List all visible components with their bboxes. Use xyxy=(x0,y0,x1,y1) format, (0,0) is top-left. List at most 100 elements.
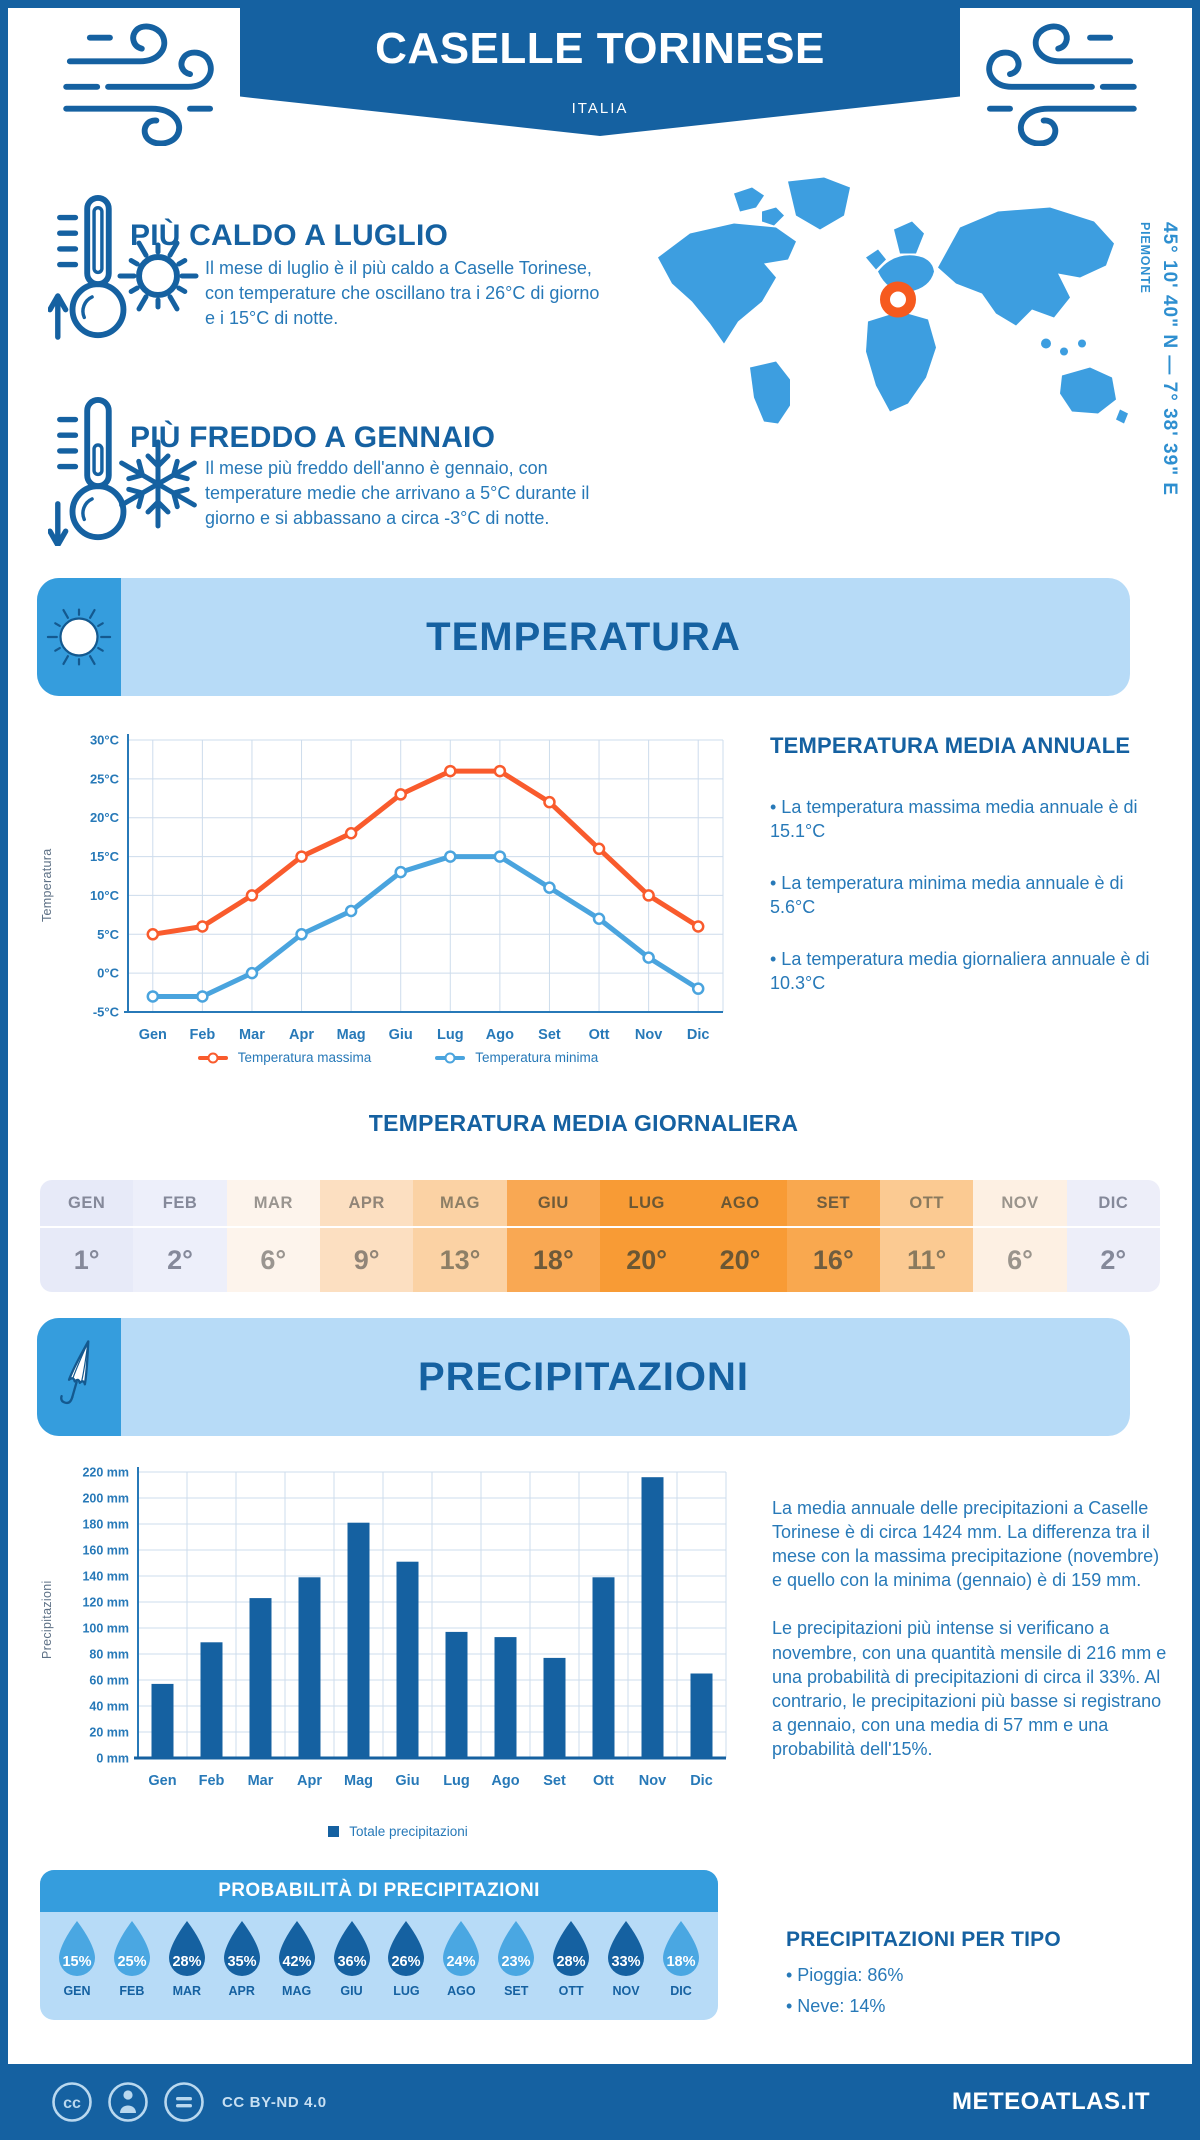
droplet-month-label: GEN xyxy=(63,1984,91,1998)
daily-average-title: TEMPERATURA MEDIA GIORNALIERA xyxy=(368,1110,799,1136)
month-label: GEN xyxy=(40,1180,134,1228)
droplet-month-label: NOV xyxy=(612,1984,640,1998)
temperature-line-chart: -5°C 0°C 5°C 10°C 15°C 20°C 25°C 30°C Gen Feb Mar A… xyxy=(90,733,724,1043)
legend-label: Temperatura minima xyxy=(475,1050,599,1065)
temperature-section-title: TEMPERATURA xyxy=(426,614,741,659)
droplet-icon: 26% xyxy=(388,1921,425,1976)
svg-text:Dic: Dic xyxy=(690,1773,713,1789)
droplet-icon: 36% xyxy=(333,1921,370,1976)
month-cell: APR 9° xyxy=(320,1180,414,1292)
svg-text:Gen: Gen xyxy=(139,1027,167,1043)
droplet-icon: 33% xyxy=(608,1921,645,1976)
legend-swatch xyxy=(328,1826,340,1837)
svg-text:30°C: 30°C xyxy=(90,733,120,748)
by-type-bullet: • Neve: 14% xyxy=(786,1996,886,2016)
precipitation-bar-chart: 0 mm 20 mm 40 mm 60 mm 80 mm 100 mm 120 mm 140 … xyxy=(82,1466,727,1789)
month-cell: SET 16° xyxy=(786,1180,880,1292)
svg-text:100 mm: 100 mm xyxy=(82,1622,129,1636)
region-label: PIEMONTE xyxy=(1138,222,1152,294)
month-label: SET xyxy=(786,1180,880,1228)
droplet-icon: 18% xyxy=(662,1921,699,1976)
month-cell: AGO 20° xyxy=(693,1180,787,1292)
svg-text:Lug: Lug xyxy=(443,1773,470,1789)
month-value: 20° xyxy=(719,1244,761,1275)
month-cell: OTT 11° xyxy=(880,1180,974,1292)
month-value: 11° xyxy=(906,1244,947,1275)
svg-text:18%: 18% xyxy=(666,1954,695,1970)
svg-text:Giu: Giu xyxy=(389,1027,413,1043)
probability-droplet: 28% OTT xyxy=(546,1920,596,1998)
droplet-icon: 28% xyxy=(553,1921,590,1976)
month-label: FEB xyxy=(133,1180,227,1228)
month-value: 20° xyxy=(626,1244,668,1275)
probability-droplet: 24% AGO xyxy=(436,1920,486,1998)
month-cell: LUG 20° xyxy=(600,1180,694,1292)
svg-text:120 mm: 120 mm xyxy=(82,1596,129,1610)
svg-text:Set: Set xyxy=(538,1027,561,1043)
precipitation-description: La media annuale delle precipitazioni a … xyxy=(772,1496,1172,1785)
license-label: CC BY-ND 4.0 xyxy=(222,2093,327,2111)
page-title: CASELLE TORINESE xyxy=(375,24,825,73)
svg-text:180 mm: 180 mm xyxy=(82,1518,129,1532)
droplet-month-label: OTT xyxy=(558,1984,584,1998)
svg-text:Gen: Gen xyxy=(148,1773,176,1789)
wind-icon xyxy=(986,23,1137,146)
svg-text:23%: 23% xyxy=(502,1954,531,1970)
thermometer-down-icon xyxy=(48,396,127,546)
svg-text:Mag: Mag xyxy=(344,1773,373,1789)
probability-droplet: 35% APR xyxy=(217,1920,267,1998)
month-label: LUG xyxy=(600,1180,694,1228)
precipitation-section-title: PRECIPITAZIONI xyxy=(417,1354,750,1399)
legend-item: Temperatura minima xyxy=(435,1050,598,1065)
annual-bullet: • La temperatura media giornaliera annua… xyxy=(770,948,1150,994)
month-label: MAR xyxy=(226,1180,320,1228)
warmest-month-title: PIÙ CALDO A LUGLIO xyxy=(130,218,449,252)
svg-text:Lug: Lug xyxy=(437,1027,464,1043)
droplet-month-label: APR xyxy=(228,1984,255,1998)
svg-text:200 mm: 200 mm xyxy=(82,1492,129,1506)
temp-chart-legend: Temperatura massima Temperatura minima xyxy=(58,1050,738,1065)
svg-text:Mar: Mar xyxy=(239,1027,265,1043)
cc-attribution-icon xyxy=(108,2082,148,2122)
svg-text:Mar: Mar xyxy=(248,1773,274,1789)
wind-icon xyxy=(63,23,214,146)
svg-text:Set: Set xyxy=(543,1773,566,1789)
probability-droplet: 23% SET xyxy=(491,1920,541,1998)
droplet-month-label: FEB xyxy=(119,1984,145,1998)
cc-icon: cc xyxy=(52,2082,92,2122)
monthly-temperature-table: GEN 1° FEB 2° MAR 6° APR 9° MAG 13° GIU 18° LUG 20° AG… xyxy=(40,1180,1160,1292)
month-cell: DIC 2° xyxy=(1066,1180,1160,1292)
month-label: MAG xyxy=(413,1180,507,1228)
svg-text:Feb: Feb xyxy=(189,1027,215,1043)
month-value: 13° xyxy=(439,1244,481,1275)
probability-droplet: 15% GEN xyxy=(52,1920,102,1998)
umbrella-badge-icon xyxy=(37,1318,121,1436)
temp-chart-ylabel: Temperatura xyxy=(40,848,54,922)
precipitation-paragraph: La media annuale delle precipitazioni a … xyxy=(772,1498,1160,1591)
month-label: APR xyxy=(320,1180,414,1228)
snowflake-icon xyxy=(119,439,197,529)
svg-text:20 mm: 20 mm xyxy=(89,1726,129,1740)
svg-text:35%: 35% xyxy=(227,1954,256,1970)
month-value: 1° xyxy=(73,1244,100,1275)
droplet-month-label: LUG xyxy=(393,1984,420,1998)
month-value: 6° xyxy=(1007,1244,1033,1275)
month-cell: GEN 1° xyxy=(40,1180,134,1292)
thermometer-up-icon xyxy=(48,194,127,340)
month-label: OTT xyxy=(880,1180,974,1228)
droplet-month-label: DIC xyxy=(670,1984,692,1998)
month-cell: MAR 6° xyxy=(226,1180,320,1292)
legend-swatch xyxy=(435,1052,466,1063)
by-type-title: PRECIPITAZIONI PER TIPO xyxy=(786,1928,1061,1951)
svg-text:15%: 15% xyxy=(62,1954,91,1970)
svg-text:Ott: Ott xyxy=(593,1773,614,1789)
svg-text:Apr: Apr xyxy=(297,1773,322,1789)
month-cell: NOV 6° xyxy=(973,1180,1067,1292)
annual-summary-title: TEMPERATURA MEDIA ANNUALE xyxy=(770,733,1131,758)
map-coordinates: 45° 10' 40" N — 7° 38' 39" E PIEMONTE xyxy=(1138,222,1180,662)
warmest-month-text: Il mese di luglio è il più caldo a Casel… xyxy=(205,258,600,329)
svg-text:42%: 42% xyxy=(282,1954,311,1970)
probability-droplet: 33% NOV xyxy=(601,1920,651,1998)
probability-panel-title: PROBABILITÀ DI PRECIPITAZIONI xyxy=(40,1870,718,1912)
cc-license-icons: cc xyxy=(50,2080,206,2124)
